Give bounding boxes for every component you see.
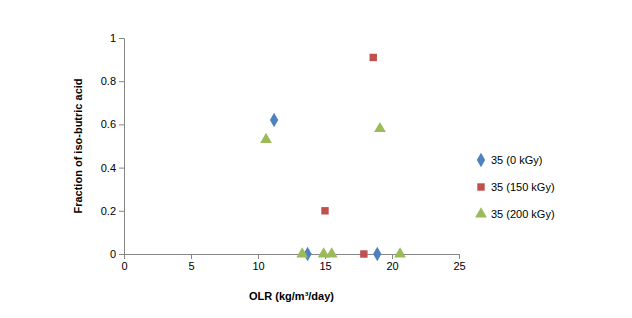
point	[326, 247, 338, 257]
series	[321, 54, 377, 258]
tick-label: 5	[188, 260, 194, 272]
tick-label: 0.6	[101, 118, 116, 130]
legend-label: 35 (0 kGy)	[491, 154, 542, 166]
legend-entry: 35 (150 kGy)	[477, 181, 554, 193]
axis-line	[119, 39, 125, 255]
legend-entry: 35 (0 kGy)	[477, 153, 543, 167]
tick-mark	[258, 254, 259, 259]
point	[296, 247, 308, 257]
tick-mark	[119, 81, 124, 82]
tick: 0.8	[101, 75, 124, 87]
tick-mark	[191, 254, 192, 259]
tick-label: 0	[110, 248, 116, 260]
x-axis-title: OLR (kg/m³/day)	[249, 290, 334, 302]
tick: 0	[110, 248, 124, 260]
tick: 5	[188, 254, 194, 272]
legend-label: 35 (200 kGy)	[491, 208, 555, 220]
points	[260, 54, 406, 261]
tick: 0.6	[101, 118, 124, 130]
tick-label: 0.2	[101, 205, 116, 217]
tick-mark	[119, 168, 124, 169]
legend-entry: 35 (200 kGy)	[475, 207, 554, 220]
tick-label: 20	[386, 260, 398, 272]
tick-mark	[459, 254, 460, 259]
y-axis: 0 0.2 0.4 0.6 0.8 1	[101, 32, 125, 260]
tick: 0	[121, 254, 127, 272]
point	[360, 250, 367, 257]
legend: 35 (0 kGy) 35 (150 kGy) 35 (200 kGy)	[475, 153, 554, 220]
legend-marker	[477, 183, 484, 190]
point	[370, 54, 377, 61]
point	[373, 247, 381, 261]
legend-marker	[475, 207, 487, 217]
tick-mark	[392, 254, 393, 259]
tick: 1	[110, 32, 124, 44]
chart: 0 5 10 15 20 25 0 0.2 0.4 0.6 0.8 1 OLR (kg/m³/day) F…	[0, 0, 632, 318]
tick-label: 25	[453, 260, 465, 272]
tick: 0.2	[101, 205, 124, 217]
tick-mark	[119, 254, 124, 255]
tick-label: 0.4	[101, 162, 116, 174]
legend-label: 35 (150 kGy)	[491, 181, 555, 193]
tick-label: 0	[121, 260, 127, 272]
series	[270, 113, 382, 261]
tick: 25	[453, 254, 465, 272]
tick-mark	[119, 38, 124, 39]
point	[321, 207, 328, 214]
tick: 0.4	[101, 162, 124, 174]
y-axis-title: Fraction of iso-butric acid	[72, 78, 84, 213]
legend-marker	[477, 153, 485, 167]
x-axis: 0 5 10 15 20 25	[121, 254, 465, 272]
tick-label: 15	[319, 260, 331, 272]
tick: 10	[252, 254, 264, 272]
tick-label: 10	[252, 260, 264, 272]
tick-mark	[119, 211, 124, 212]
point	[270, 113, 278, 127]
point	[260, 133, 272, 143]
point	[374, 122, 386, 132]
point	[394, 247, 406, 257]
tick-label: 0.8	[101, 75, 116, 87]
tick-mark	[119, 124, 124, 125]
plot: 0 5 10 15 20 25 0 0.2 0.4 0.6 0.8 1	[101, 32, 466, 272]
axis-line	[125, 255, 460, 260]
series	[260, 122, 406, 257]
tick-label: 1	[110, 32, 116, 44]
